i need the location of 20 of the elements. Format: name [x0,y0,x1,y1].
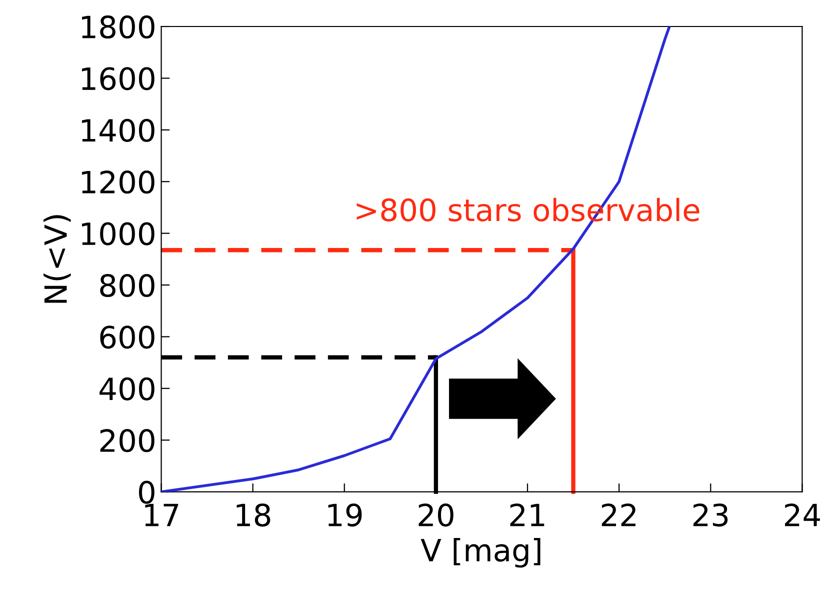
x-tick-label: 23 [693,503,728,527]
x-axis-title: V [mag] [420,538,540,568]
x-tick-label: 22 [602,503,636,526]
x-tick-label: 18 [236,503,270,527]
x-tick-label: 17 [145,504,178,526]
y-tick-label: 200 [100,429,154,452]
x-tick-label: 19 [328,503,362,527]
y-tick-label: 1400 [82,118,154,142]
y-tick-label: 1200 [82,170,154,194]
y-tick-label: 1600 [82,67,154,90]
y-tick-label: 600 [100,326,154,349]
y-tick-label: 1000 [82,222,154,246]
x-tick-label: 20 [418,503,454,527]
y-tick-label: 400 [100,377,154,400]
x-tick-label: 21 [510,503,544,526]
y-tick-label: 800 [100,274,154,298]
y-tick-label: 0 [138,480,154,504]
y-axis-title: N(<V) [44,215,71,303]
x-tick-label: 24 [784,503,820,526]
y-tick-label: 1800 [82,15,154,39]
